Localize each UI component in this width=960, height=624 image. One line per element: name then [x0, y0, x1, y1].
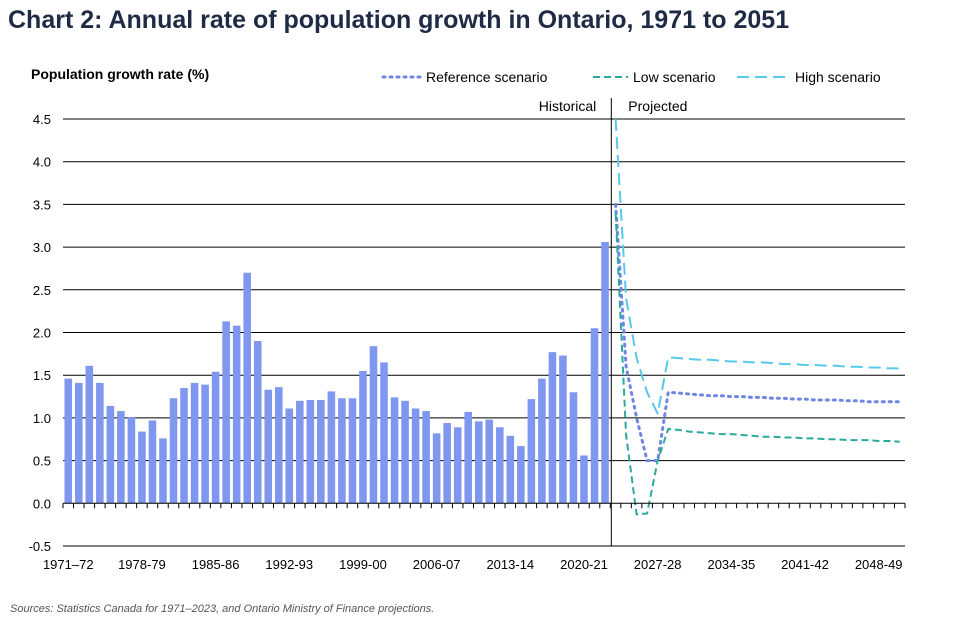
bar: [422, 411, 430, 504]
bar: [274, 387, 283, 504]
bar: [106, 405, 115, 504]
x-tick-label: 2027-28: [634, 557, 682, 572]
bar: [338, 398, 346, 504]
y-axis-label: Population growth rate (%): [31, 66, 209, 82]
bar: [548, 352, 557, 504]
x-tick-label: 1992-93: [265, 557, 313, 572]
bar: [327, 391, 336, 504]
bar: [180, 388, 188, 504]
y-tick-label: 3.0: [33, 240, 51, 255]
bar: [232, 325, 241, 504]
bar: [148, 420, 157, 504]
y-tick-label: 0.5: [33, 454, 51, 469]
legend: Reference scenario Low scenario High scena…: [381, 69, 881, 85]
bar: [517, 446, 525, 504]
bar: [74, 382, 83, 504]
y-tick-label: 1.5: [33, 368, 51, 383]
bar: [464, 411, 473, 504]
historical-annotation: Historical: [539, 98, 597, 114]
bar: [96, 382, 104, 504]
x-tick-label: 1978-79: [118, 557, 166, 572]
axes: 4.5 4.0 3.5 3.0 2.5 2.0 1.5 1.0 0.5 0.0 -0.5 1971–7…: [29, 98, 906, 572]
bar: [527, 399, 536, 504]
bar: [538, 378, 546, 504]
bar: [285, 408, 294, 504]
bar: [222, 321, 230, 504]
y-tick-label: 1.0: [33, 411, 51, 426]
bar: [243, 272, 251, 504]
bar: [474, 421, 483, 504]
bar: [601, 241, 609, 504]
bars: [64, 241, 609, 504]
y-tick-label: 4.5: [33, 112, 51, 127]
bar: [559, 355, 567, 504]
bar: [253, 341, 262, 504]
legend-label-reference: Reference scenario: [426, 69, 548, 85]
y-tick-label: 3.5: [33, 197, 51, 212]
bar: [138, 431, 146, 504]
gridlines: [63, 118, 905, 547]
bar: [453, 427, 462, 504]
bar: [190, 382, 199, 504]
source-note: Sources: Statistics Canada for 1971–2023…: [10, 603, 435, 615]
bar: [348, 398, 357, 504]
projected-annotation: Projected: [628, 98, 687, 114]
legend-label-low: Low scenario: [633, 69, 716, 85]
bar: [369, 346, 378, 504]
series-line-low: [614, 212, 900, 516]
x-tick-label: 1985-86: [192, 557, 240, 572]
bar: [590, 328, 599, 504]
y-tick-label: -0.5: [29, 539, 51, 554]
bar: [264, 389, 273, 504]
bar: [211, 371, 220, 504]
legend-label-high: High scenario: [795, 69, 881, 85]
bar: [159, 438, 167, 504]
bar: [485, 419, 494, 504]
x-tick-label: 2041-42: [781, 557, 829, 572]
bar: [411, 408, 420, 504]
bar: [201, 384, 209, 504]
bar: [495, 427, 504, 504]
bar: [85, 365, 94, 504]
y-tick-label: 2.0: [33, 326, 51, 341]
bar: [306, 399, 315, 504]
x-tick-label: 2006-07: [413, 557, 461, 572]
x-tick-label: 2020-21: [560, 557, 608, 572]
bar: [569, 392, 578, 504]
bar: [390, 397, 399, 504]
bar: [317, 399, 325, 504]
bar: [506, 435, 515, 504]
x-tick-label: 1971–72: [43, 557, 94, 572]
series-line-reference: [614, 202, 902, 463]
bar: [169, 398, 178, 504]
bar: [296, 400, 304, 504]
bar: [359, 370, 367, 504]
projection-lines: [614, 118, 902, 516]
bar: [127, 417, 136, 504]
x-tick-label: 1999-00: [339, 557, 387, 572]
bar: [580, 455, 588, 504]
bar: [432, 433, 441, 504]
chart-title: Chart 2: Annual rate of population growt…: [8, 6, 790, 34]
y-tick-label: 2.5: [33, 283, 51, 298]
bar: [117, 411, 125, 504]
x-tick-label: 2048-49: [855, 557, 903, 572]
y-tick-label: 4.0: [33, 155, 51, 170]
bar: [380, 362, 388, 504]
x-tick-label: 2013-14: [486, 557, 534, 572]
bar: [64, 378, 73, 504]
bar: [443, 423, 451, 504]
bar: [401, 400, 409, 504]
y-tick-label: 0.0: [33, 496, 51, 511]
series-line-high: [614, 118, 900, 415]
x-tick-label: 2034-35: [707, 557, 755, 572]
